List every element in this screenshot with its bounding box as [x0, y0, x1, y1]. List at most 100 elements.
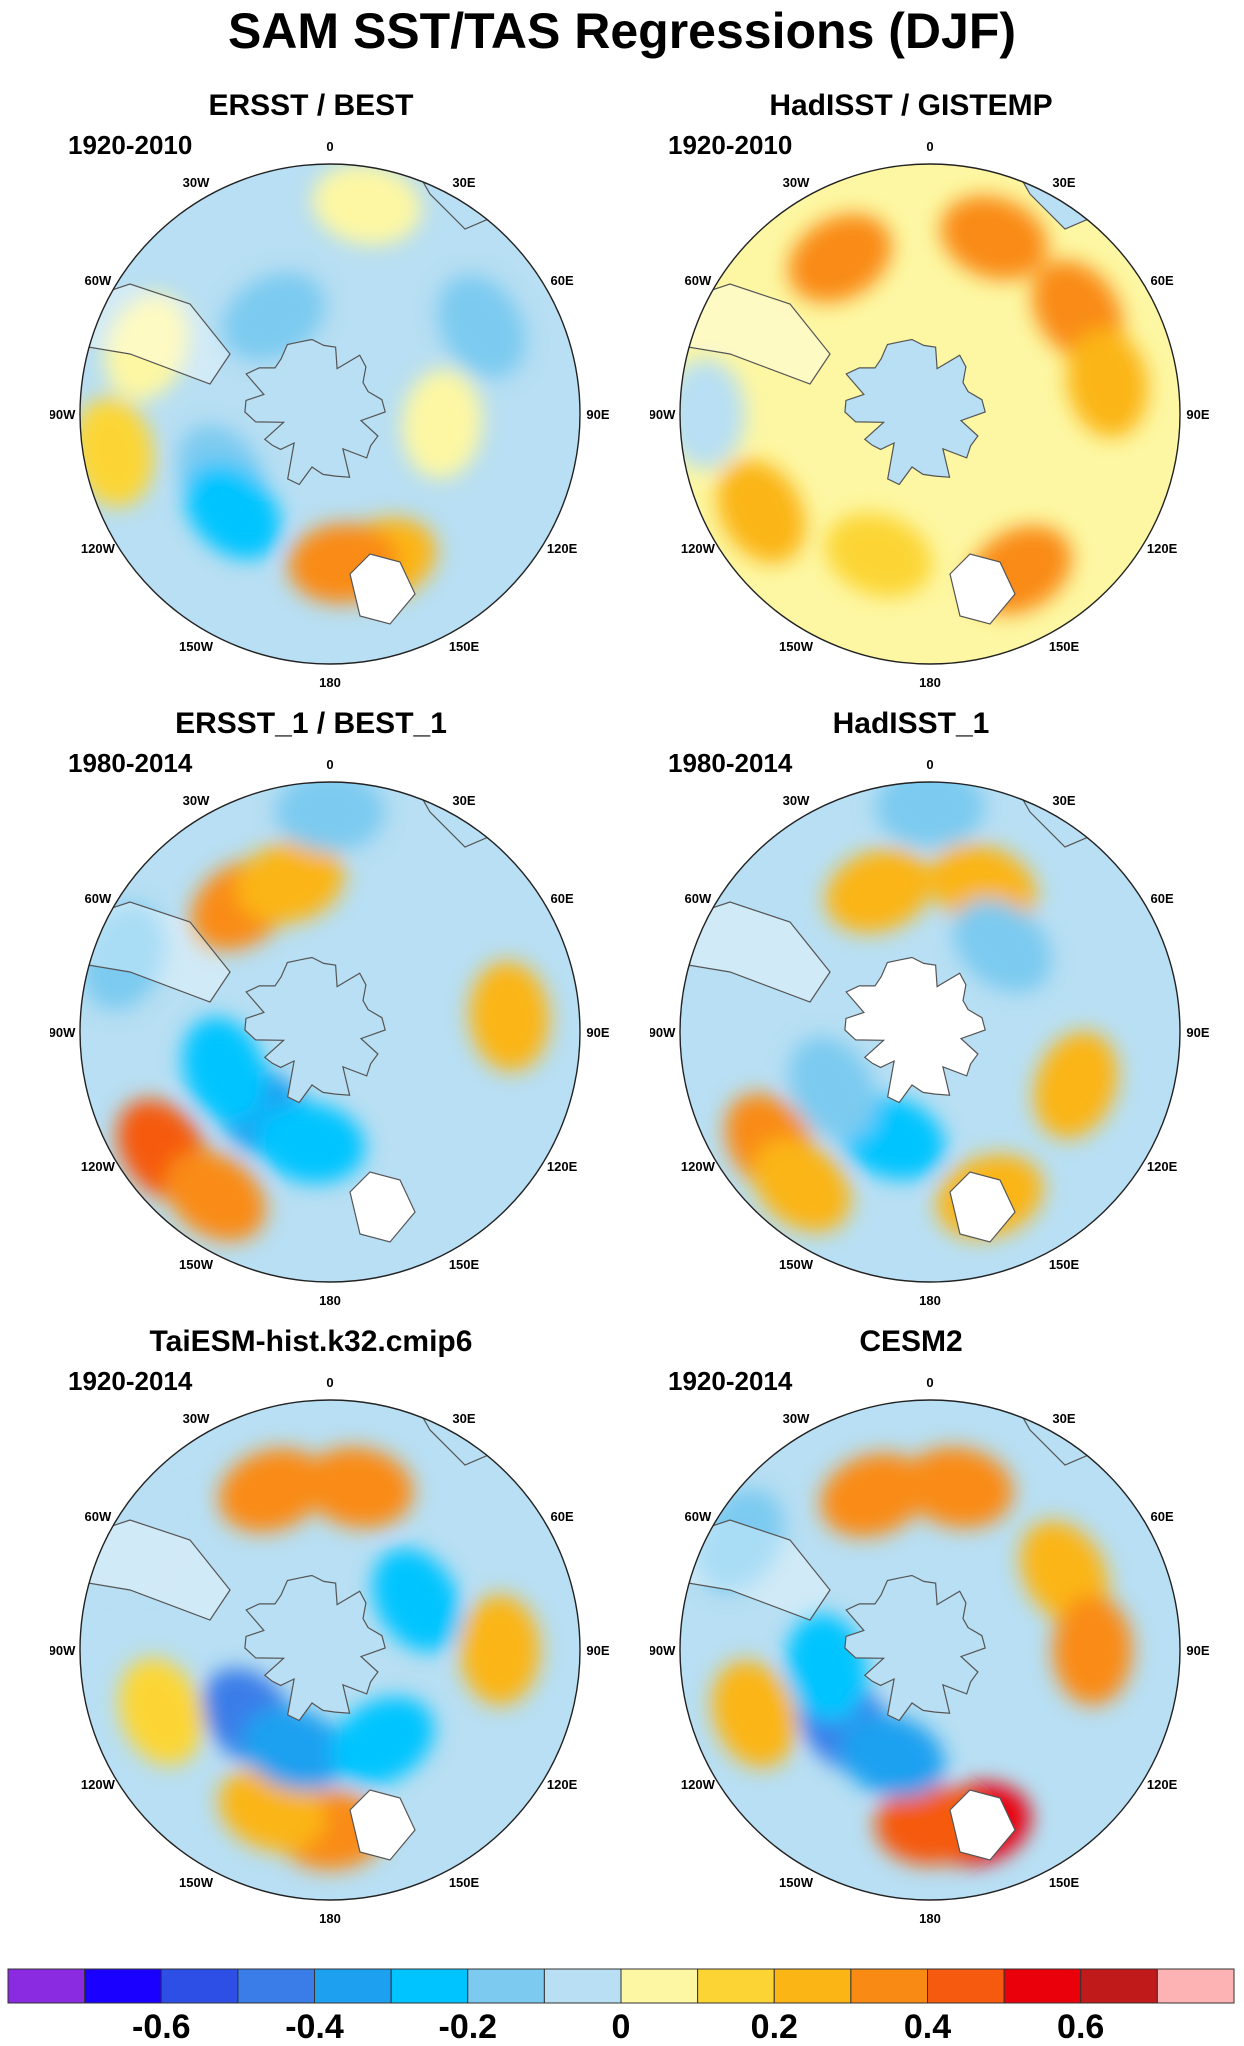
polar-map: 0 30E 60E 90E 120E 150E 180 150W 120W 90W 60W 30W	[50, 139, 610, 690]
longitude-label: 60E	[1151, 891, 1174, 906]
anomaly-region	[304, 1446, 414, 1529]
longitude-label: 90W	[650, 1025, 676, 1040]
anomaly-region	[222, 272, 326, 361]
longitude-label: 90W	[650, 1643, 676, 1658]
anomaly-region	[372, 1548, 461, 1652]
land-outline	[349, 553, 416, 625]
longitude-label: 60W	[685, 273, 712, 288]
longitude-label: 180	[919, 1911, 941, 1926]
longitude-label: 120W	[81, 541, 116, 556]
longitude-label: 150E	[449, 1875, 480, 1890]
anomaly-region	[182, 1017, 267, 1124]
longitude-label: 120E	[1147, 1777, 1178, 1792]
longitude-label: 60E	[551, 273, 574, 288]
colorbar-cell	[7, 1968, 86, 2004]
colorbar-tick-label: -0.4	[285, 2008, 344, 2046]
colorbar-cell	[850, 1968, 929, 2004]
colorbar-tick-label: -0.2	[438, 2008, 498, 2046]
longitude-label: 150E	[449, 1257, 480, 1272]
map-panel: ERSST_1 / BEST_1 1980-2014 0 30E 60E 90E 120E 1…	[0, 704, 622, 1324]
colorbar-cell	[1156, 1968, 1235, 2004]
anomaly-region	[104, 293, 189, 401]
anomaly-region	[118, 1658, 203, 1766]
longitude-label: 150W	[179, 1257, 214, 1272]
longitude-label: 30W	[783, 793, 810, 808]
anomaly-region	[752, 1138, 851, 1232]
longitude-label: 90W	[50, 1643, 76, 1658]
longitude-label: 120E	[547, 1777, 578, 1792]
panel-period: 1920-2010	[668, 130, 793, 160]
longitude-label: 90E	[586, 1643, 609, 1658]
anomaly-region	[825, 512, 933, 598]
longitude-label: 150E	[1049, 639, 1080, 654]
anomaly-region	[1066, 328, 1148, 438]
anomaly-region	[711, 1660, 796, 1768]
panel-period: 1980-2014	[668, 748, 793, 778]
longitude-label: 90E	[586, 1025, 609, 1040]
longitude-label: 120W	[81, 1159, 116, 1174]
longitude-label: 30E	[452, 793, 475, 808]
map-border	[679, 163, 1181, 665]
longitude-label: 90W	[650, 407, 676, 422]
longitude-label: 120E	[547, 541, 578, 556]
polar-map: 0 30E 60E 90E 120E 150E 180 150W 120W 90W 60W 30W	[650, 1375, 1210, 1926]
longitude-label: 30W	[783, 1411, 810, 1426]
longitude-label: 0	[326, 757, 333, 772]
anomaly-region	[940, 195, 1048, 280]
longitude-label: 60W	[85, 891, 112, 906]
longitude-label: 30E	[1052, 793, 1075, 808]
longitude-label: 90E	[1186, 407, 1209, 422]
longitude-label: 60W	[85, 1509, 112, 1524]
anomaly-region	[838, 1713, 945, 1798]
panel-title: ERSST_1 / BEST_1	[175, 707, 447, 740]
polar-map: 0 30E 60E 90E 120E 150E 180 150W 120W 90W 60W 30W	[650, 757, 1210, 1308]
colorbar-labels: -0.6 -0.4 -0.2 0 0.2 0.4 0.6	[0, 2008, 1244, 2046]
land-outline	[349, 1171, 416, 1243]
panel-title: HadISST / GISTEMP	[769, 89, 1053, 122]
colorbar-cell	[314, 1968, 392, 2004]
longitude-label: 30E	[1052, 1411, 1075, 1426]
colorbar-cell	[697, 1968, 775, 2004]
longitude-label: 120W	[81, 1777, 116, 1792]
land-outline	[680, 283, 831, 385]
anomaly-region	[716, 459, 806, 564]
longitude-label: 120E	[1147, 1159, 1178, 1174]
anomaly-region	[184, 463, 281, 560]
land-outline	[80, 901, 231, 1003]
anomaly-region	[1033, 1031, 1118, 1139]
longitude-label: 150W	[779, 639, 814, 654]
figure-title: SAM SST/TAS Regressions (DJF)	[227, 3, 1017, 59]
colorbar-cell	[160, 1968, 239, 2004]
longitude-label: 150E	[449, 639, 480, 654]
longitude-label: 180	[319, 1293, 341, 1308]
polar-map: 0 30E 60E 90E 120E 150E 180 150W 120W 90W 60W 30W	[50, 1375, 610, 1926]
longitude-label: 120W	[681, 1777, 716, 1792]
longitude-label: 120E	[547, 1159, 578, 1174]
panel-title: CESM2	[859, 1325, 963, 1358]
longitude-label: 150W	[779, 1875, 814, 1890]
anomaly-region	[330, 1696, 435, 1786]
longitude-label: 30W	[183, 793, 210, 808]
colorbar-cell	[237, 1968, 316, 2004]
anomaly-region	[680, 359, 745, 469]
longitude-label: 60E	[551, 1509, 574, 1524]
anomaly-region	[469, 961, 550, 1072]
map-border	[679, 1399, 1181, 1901]
panel-period: 1920-2014	[68, 1366, 193, 1396]
longitude-label: 0	[926, 1375, 933, 1390]
anomaly-region	[218, 1448, 326, 1533]
antarctica-coastline	[244, 1574, 386, 1722]
longitude-label: 180	[319, 675, 341, 690]
colorbar	[7, 1968, 1235, 2004]
anomaly-region	[1052, 1595, 1133, 1705]
anomaly-region	[235, 841, 345, 924]
longitude-label: 0	[326, 139, 333, 154]
land-outline	[949, 1789, 1016, 1861]
longitude-label: 0	[926, 139, 933, 154]
longitude-label: 0	[926, 757, 933, 772]
longitude-label: 150E	[1049, 1875, 1080, 1890]
longitude-label: 60E	[551, 891, 574, 906]
anomaly-region	[952, 899, 1052, 993]
colorbar-cell	[773, 1968, 852, 2004]
map-border	[79, 1399, 581, 1901]
